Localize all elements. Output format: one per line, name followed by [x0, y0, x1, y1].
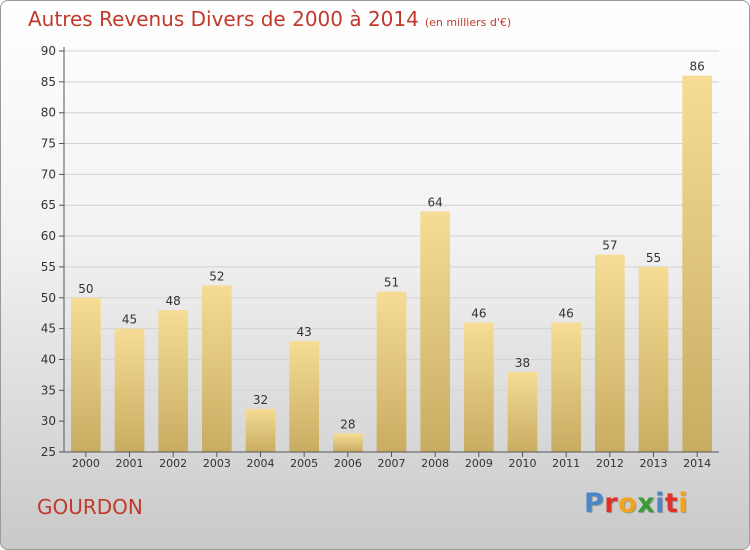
- chart-subtitle: (en milliers d'€): [424, 16, 512, 29]
- data-label: 52: [209, 269, 224, 283]
- x-tick-label: 2012: [596, 457, 624, 470]
- data-label: 46: [471, 306, 486, 320]
- bar: [201, 285, 232, 452]
- data-label: 28: [340, 417, 355, 431]
- logo-letter: i: [678, 488, 689, 519]
- logo-letter: t: [664, 488, 679, 519]
- y-tick-label: 40: [41, 352, 56, 366]
- bar: [114, 328, 145, 452]
- data-label: 50: [78, 282, 93, 296]
- y-tick-label: 60: [41, 229, 56, 243]
- data-label: 55: [646, 251, 661, 265]
- x-tick-label: 2009: [465, 457, 493, 470]
- y-tick-label: 25: [41, 445, 56, 459]
- axis-layer: 25 30 35 40 45 50 55 60 65 70 75 80 85 90 2000 2001 2002…: [41, 44, 719, 470]
- bar: [551, 322, 582, 452]
- bar: [245, 408, 276, 452]
- chart-title: Autres Revenus Divers de 2000 à 2014 (en …: [28, 7, 511, 31]
- x-tick-label: 2005: [290, 457, 318, 470]
- bar: [70, 297, 101, 452]
- x-tick-label: 2010: [509, 457, 537, 470]
- bar: [638, 266, 669, 452]
- y-tick-label: 55: [41, 260, 56, 274]
- y-tick-label: 35: [41, 383, 56, 397]
- y-tick-label: 30: [41, 414, 56, 428]
- y-tick-label: 80: [41, 106, 56, 120]
- y-tick-label: 75: [41, 137, 56, 151]
- bar: [507, 371, 538, 452]
- x-tick-label: 2014: [683, 457, 711, 470]
- proxiti-logo: Proxiti: [584, 488, 688, 519]
- x-tick-label: 2003: [203, 457, 231, 470]
- logo-letter: x: [637, 488, 656, 519]
- x-tick-label: 2000: [72, 457, 100, 470]
- city-label: GOURDON: [37, 495, 143, 519]
- bar-layer: 50 45 48 52 32 43 28 51 64 46 38 46 57 55 86: [70, 60, 713, 452]
- data-label: 64: [428, 195, 443, 209]
- x-tick-label: 2006: [334, 457, 362, 470]
- x-tick-label: 2007: [378, 457, 406, 470]
- bar: [289, 340, 320, 452]
- data-label: 51: [384, 276, 399, 290]
- bar: [594, 254, 625, 452]
- bar: [682, 75, 713, 452]
- bar: [332, 433, 363, 452]
- data-label: 32: [253, 393, 268, 407]
- data-label: 48: [166, 294, 181, 308]
- x-tick-label: 2013: [640, 457, 668, 470]
- data-label: 86: [690, 60, 705, 74]
- logo-letter: r: [604, 488, 619, 519]
- x-tick-label: 2011: [552, 457, 580, 470]
- y-tick-label: 65: [41, 198, 56, 212]
- y-tick-label: 70: [41, 167, 56, 181]
- logo-letter: i: [655, 488, 665, 519]
- x-tick-label: 2002: [159, 457, 187, 470]
- logo-letter: o: [618, 488, 638, 519]
- bar: [420, 211, 451, 452]
- data-label: 38: [515, 356, 530, 370]
- y-tick-label: 50: [41, 291, 56, 305]
- y-tick-label: 85: [41, 75, 56, 89]
- x-tick-label: 2004: [247, 457, 275, 470]
- data-label: 46: [559, 306, 574, 320]
- data-label: 43: [297, 325, 312, 339]
- y-tick-label: 90: [41, 44, 56, 58]
- data-label: 57: [602, 239, 617, 253]
- x-tick-label: 2001: [116, 457, 144, 470]
- bar: [463, 322, 494, 452]
- chart-title-main: Autres Revenus Divers de 2000 à 2014: [28, 7, 419, 31]
- logo-letter: P: [584, 488, 605, 519]
- bar: [158, 310, 189, 452]
- y-tick-label: 45: [41, 322, 56, 336]
- data-label: 45: [122, 313, 137, 327]
- bar: [376, 291, 407, 452]
- x-tick-label: 2008: [421, 457, 449, 470]
